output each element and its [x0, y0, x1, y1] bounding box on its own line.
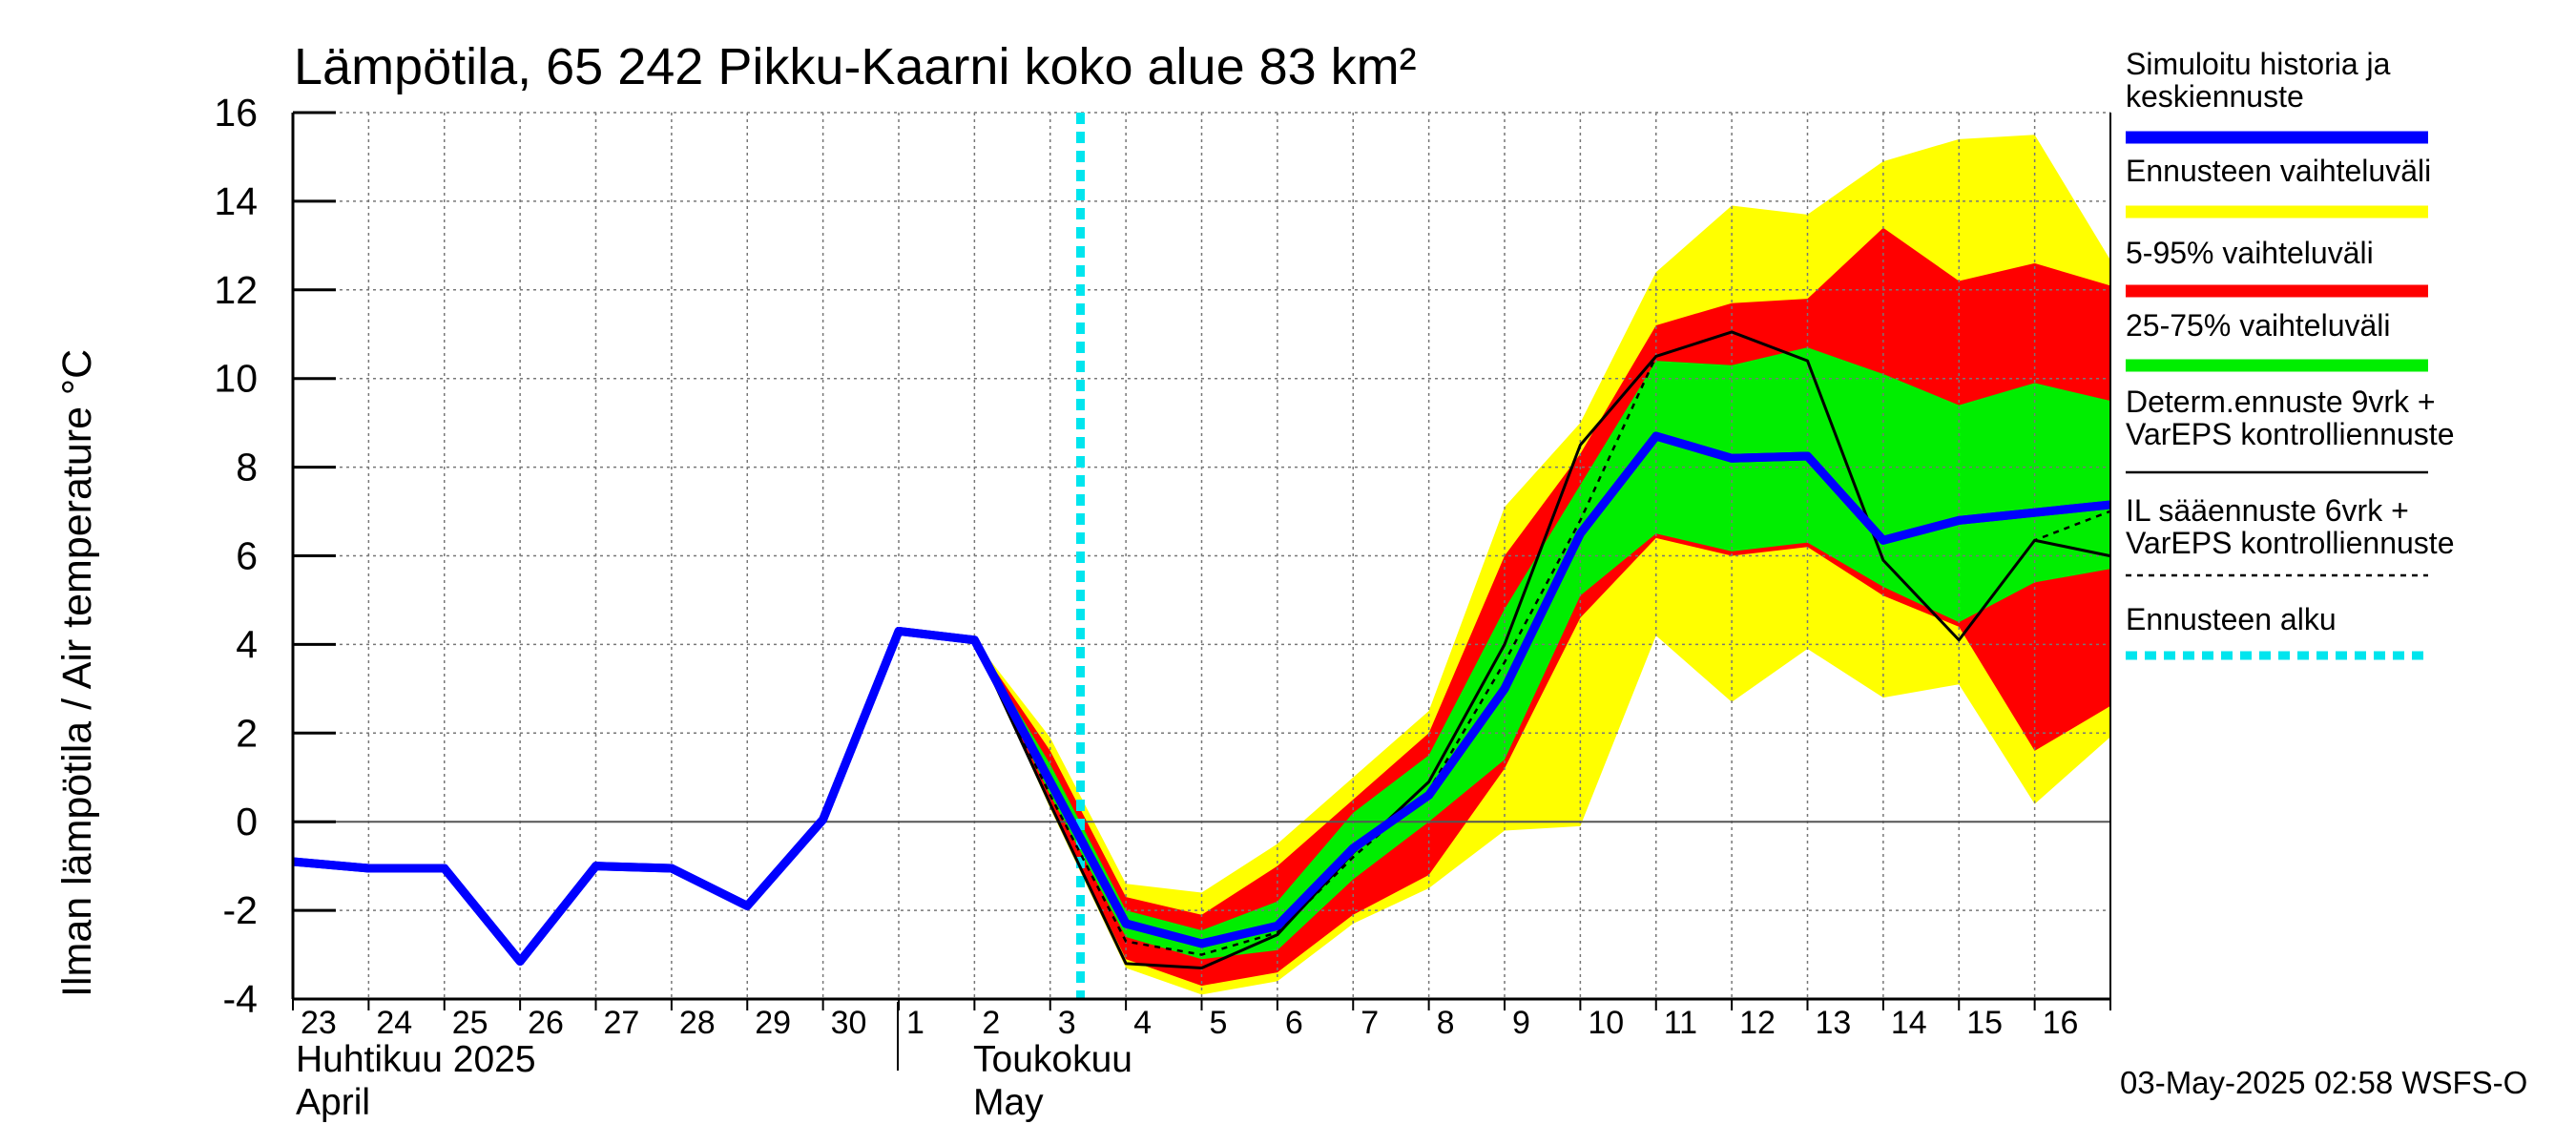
x-tick-label-22: 15 [1966, 1005, 2003, 1041]
x-tick-label-15: 8 [1437, 1005, 1455, 1041]
y-axis-label: Ilman lämpötila / Air temperature °C [54, 349, 100, 997]
legend-label-history-1: keskiennuste [2126, 79, 2304, 114]
y-tick-labels: 16 14 12 10 8 6 4 2 0 -2 -4 [214, 91, 258, 1021]
axes [291, 111, 2111, 1010]
grid-lines [293, 112, 2110, 1000]
x-tick-label-10: 3 [1058, 1005, 1076, 1041]
legend-label-p5_95-0: 5-95% vaihteluväli [2126, 236, 2374, 270]
month-label-april-en: April [296, 1082, 370, 1123]
legend-label-il-1: VarEPS kontrolliennuste [2126, 526, 2454, 560]
x-tick-label-12: 5 [1210, 1005, 1228, 1041]
month-label-may-fi: Toukokuu [973, 1039, 1132, 1080]
y-tick-label-8: 0 [236, 800, 258, 843]
month-label-may-en: May [973, 1082, 1044, 1123]
x-tick-label-20: 13 [1816, 1005, 1852, 1041]
x-tick-label-1: 24 [376, 1005, 412, 1041]
x-tick-label-13: 6 [1285, 1005, 1303, 1041]
series-line-history-top [292, 431, 2110, 967]
x-tick-label-4: 27 [604, 1005, 640, 1041]
y-tick-label-2: 12 [214, 268, 258, 312]
x-tick-label-16: 9 [1512, 1005, 1530, 1041]
x-tick-label-18: 11 [1664, 1005, 1697, 1041]
band-p25_75 [974, 347, 2110, 960]
y-tick-label-9: -2 [223, 888, 258, 932]
y-tick-label-4: 8 [236, 446, 258, 489]
y-tick-label-0: 16 [214, 91, 258, 135]
legend-label-start-0: Ennusteen alku [2126, 602, 2337, 636]
x-tick-label-6: 29 [755, 1005, 791, 1041]
x-tick-label-21: 14 [1891, 1005, 1927, 1041]
legend-label-p25_75-0: 25-75% vaihteluväli [2126, 308, 2391, 343]
y-tick-label-7: 2 [236, 711, 258, 755]
x-tick-label-19: 12 [1739, 1005, 1776, 1041]
x-tick-label-17: 10 [1588, 1005, 1624, 1041]
x-tick-labels: 23 24 25 26 27 28 29 30 1 2 3 4 5 6 7 8 9 10 11 12 13 14 15 16 [301, 1005, 2078, 1041]
y-tick-label-5: 6 [236, 534, 258, 578]
x-tick-label-14: 7 [1361, 1005, 1379, 1041]
legend-label-determ-1: VarEPS kontrolliennuste [2126, 417, 2454, 451]
x-tick-label-11: 4 [1133, 1005, 1152, 1041]
series-line-il [973, 330, 2110, 956]
x-tick-label-8: 1 [906, 1005, 924, 1041]
x-tick-label-3: 26 [528, 1005, 564, 1041]
x-tick-label-23: 16 [2043, 1005, 2079, 1041]
x-tick-label-2: 25 [452, 1005, 488, 1041]
x-tick-label-7: 30 [831, 1005, 867, 1041]
y-tick-label-3: 10 [214, 357, 258, 401]
x-tick-label-9: 2 [982, 1005, 1000, 1041]
x-tick-label-5: 28 [679, 1005, 716, 1041]
legend-label-history-0: Simuloitu historia ja [2126, 47, 2391, 81]
series-line-determ [898, 330, 2110, 969]
y-tick-label-1: 14 [214, 179, 258, 223]
chart-title: Lämpötila, 65 242 Pikku-Kaarni koko alue… [294, 38, 1417, 95]
month-label-april-fi: Huhtikuu 2025 [296, 1039, 536, 1080]
legend-label-determ-0: Determ.ennuste 9vrk + [2126, 385, 2436, 419]
x-tick-label-0: 23 [301, 1005, 337, 1041]
legend-label-range-0: Ennusteen vaihteluväli [2126, 154, 2431, 188]
timestamp: 03-May-2025 02:58 WSFS-O [2120, 1065, 2527, 1100]
y-tick-label-6: 4 [236, 622, 258, 666]
y-tick-label-10: -4 [223, 977, 258, 1021]
series-lines [292, 113, 2110, 999]
legend-label-il-0: IL sääennuste 6vrk + [2126, 493, 2409, 528]
